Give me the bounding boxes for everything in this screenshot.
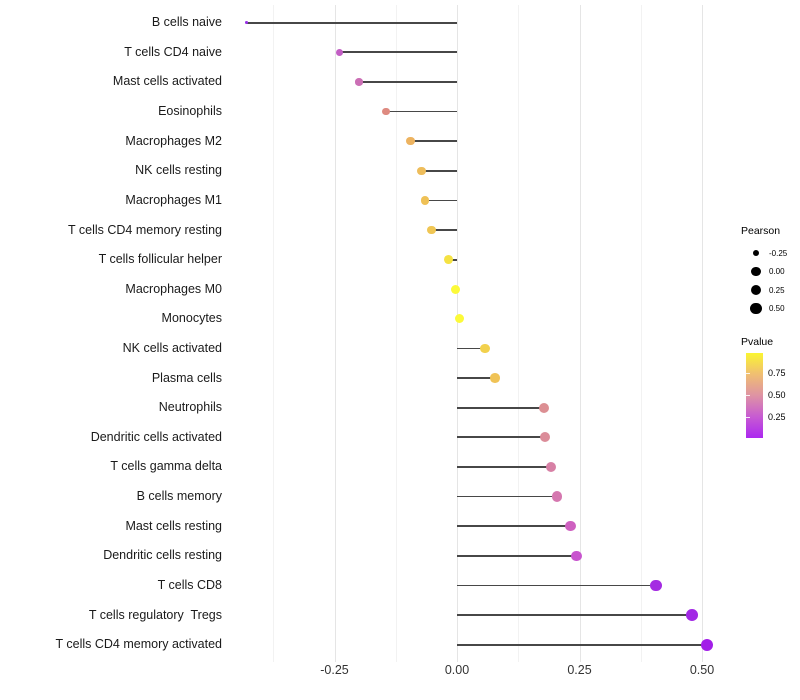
lollipop-segment [457, 525, 571, 528]
y-axis-label: Mast cells activated [112, 74, 222, 89]
size-legend-circle [752, 249, 760, 257]
colorbar-tickmark [746, 372, 750, 374]
y-axis-label: T cells CD4 memory resting [68, 222, 222, 237]
size-legend-circle [750, 284, 762, 296]
data-point-dot [406, 137, 415, 146]
size-legend-label: 0.25 [769, 285, 785, 295]
gridline-major [579, 5, 581, 662]
x-axis-tick-label: 0.00 [444, 663, 470, 677]
plot-panel [230, 5, 732, 662]
lollipop-segment [246, 21, 457, 24]
colorbar-tick-label: 0.75 [768, 367, 786, 378]
y-axis-label: Eosinophils [158, 104, 222, 119]
y-axis-label: T cells CD8 [157, 577, 222, 592]
lollipop-segment [425, 199, 457, 202]
y-axis-label: Macrophages M0 [125, 281, 222, 296]
size-legend-circle [750, 302, 762, 315]
data-point-dot [443, 255, 453, 265]
data-point-dot [480, 343, 490, 354]
y-axis-label: T cells gamma delta [110, 459, 222, 474]
gridline-minor [395, 5, 397, 662]
lollipop-segment [457, 614, 693, 616]
data-point-dot [551, 491, 563, 502]
lollipop-segment [457, 406, 545, 409]
gridline-major [457, 5, 458, 662]
size-legend-label: -0.25 [769, 248, 788, 258]
size-legend-circle [751, 266, 761, 276]
gridline-minor [518, 5, 520, 662]
y-axis-label: B cells memory [136, 489, 222, 504]
y-axis-label: Plasma cells [151, 370, 222, 385]
gridline-major [702, 5, 703, 662]
data-point-dot [417, 166, 426, 175]
lollipop-segment [457, 347, 485, 350]
data-point-dot [355, 78, 363, 86]
y-axis-label: Macrophages M2 [125, 133, 222, 148]
gridline-minor [273, 5, 275, 662]
lollipop-segment [457, 436, 546, 439]
y-axis-label: Mast cells resting [125, 518, 222, 533]
lollipop-segment [457, 584, 656, 587]
gridline-major [334, 5, 336, 662]
lollipop-segment [457, 554, 577, 557]
y-axis-label: Dendritic cells activated [90, 429, 222, 444]
data-point-dot [451, 284, 461, 294]
lollipop-segment [457, 466, 552, 468]
lollipop-segment [457, 495, 557, 498]
y-axis-label: Dendritic cells resting [103, 548, 222, 563]
pvalue-colorbar [746, 353, 763, 438]
data-point-dot [565, 520, 576, 532]
data-point-dot [335, 48, 343, 56]
lollipop-segment [339, 51, 457, 54]
x-axis-tick-label: 0.25 [567, 663, 592, 677]
y-axis-label: T cells CD4 naive [124, 44, 222, 59]
data-point-dot [490, 373, 500, 383]
data-point-dot [650, 579, 662, 592]
lollipop-segment [457, 377, 496, 379]
data-point-dot [686, 609, 699, 621]
y-axis-label: Neutrophils [158, 400, 222, 415]
y-axis-label: Monocytes [161, 311, 222, 326]
data-point-dot [244, 21, 248, 25]
lollipop-segment [421, 169, 457, 172]
lollipop-segment [457, 643, 707, 646]
y-axis-label: NK cells resting [135, 163, 222, 178]
data-point-dot [540, 432, 551, 443]
data-point-dot [420, 196, 430, 205]
colorbar-tickmark [746, 417, 750, 418]
colorbar-tickmark [746, 394, 750, 396]
data-point-dot [545, 461, 557, 473]
color-legend-title: Pvalue [741, 336, 774, 348]
colorbar-tick-label: 0.50 [768, 389, 786, 400]
size-legend-label: 0.00 [769, 267, 785, 276]
lollipop-segment [431, 229, 457, 231]
data-point-dot [427, 225, 436, 235]
data-point-dot [571, 550, 582, 562]
y-axis-label: B cells naive [151, 15, 222, 30]
lollipop-segment [410, 140, 457, 143]
gridline-minor [640, 5, 642, 662]
y-axis-label: T cells CD4 memory activated [55, 637, 223, 652]
y-axis-label: T cells follicular helper [98, 252, 222, 267]
x-axis-tick-label: -0.25 [320, 663, 349, 677]
y-axis-label: Macrophages M1 [125, 192, 222, 207]
data-point-dot [382, 107, 390, 116]
size-legend-title: Pearson [741, 225, 781, 237]
size-legend-label: 0.50 [769, 304, 785, 313]
lollipop-segment [359, 81, 457, 83]
y-axis-label: T cells regulatory Tregs [88, 607, 222, 622]
data-point-dot [700, 638, 713, 651]
data-point-dot [539, 402, 550, 413]
colorbar-tick-label: 0.25 [768, 412, 786, 422]
lollipop-segment [385, 110, 457, 113]
data-point-dot [454, 314, 464, 324]
y-axis-label: NK cells activated [122, 340, 222, 355]
x-axis-tick-label: 0.50 [689, 663, 715, 677]
